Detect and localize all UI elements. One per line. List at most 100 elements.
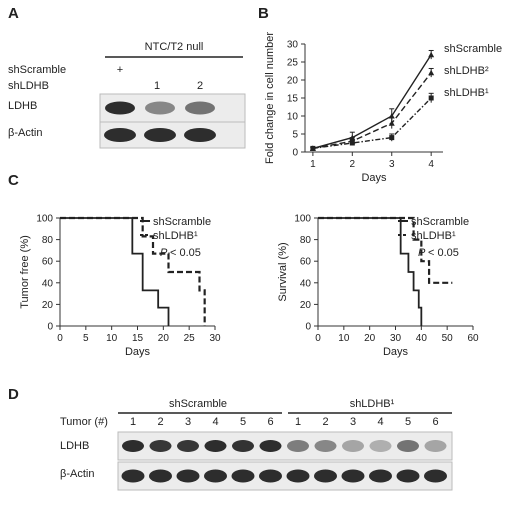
panel-d-actin-band-1: [121, 469, 145, 483]
panel-d-ldhb-band-7: [287, 440, 309, 452]
panel-d-blot-actin-bands: [121, 469, 447, 483]
chart-c1-x-tick-label: 25: [184, 333, 196, 344]
panel-a-blot-label-ldhb: LDHB: [8, 100, 37, 112]
panel-a: A NTC/T2 null shScramble shLDHB + 1 2 LD…: [8, 5, 246, 149]
panel-d-lane-number-1-3: 3: [185, 416, 191, 428]
panel-a-ldhb-band-1: [105, 101, 135, 115]
panel-d-letter: D: [8, 386, 19, 403]
panel-d-ldhb-band-1: [122, 440, 144, 452]
panel-a-row-label-scramble: shScramble: [8, 64, 66, 76]
chart-c2-y-tick-label: 100: [294, 214, 311, 225]
panel-d-ldhb-band-8: [314, 440, 337, 452]
panel-d-group-scramble: shScramble: [169, 398, 227, 410]
chart-c2-y-tick-label: 0: [305, 322, 311, 333]
panel-d-actin-band-12: [424, 469, 447, 483]
chart-b-point: [428, 51, 435, 58]
panel-d-ldhb-band-10: [369, 440, 392, 452]
chart-b-point: [428, 69, 435, 76]
panel-d-lane-number-1-6: 6: [267, 416, 273, 428]
panel-d-row-label: Tumor (#): [60, 416, 108, 428]
chart-b-point: [388, 120, 395, 126]
panel-d-lane-number-1-2: 2: [157, 416, 163, 428]
chart-c2-x-tick-label: 50: [442, 333, 454, 344]
chart-c2-x-tick-label: 20: [364, 333, 376, 344]
chart-c1-y-tick-label: 80: [42, 235, 54, 246]
chart-c1-x-label: Days: [125, 346, 151, 358]
chart-c2-y-tick-label: 80: [300, 235, 312, 246]
panel-d-lane-number-2-2: 2: [322, 416, 328, 428]
panel-d-actin-band-8: [314, 469, 337, 483]
chart-c1-legend-label-1: shScramble: [153, 216, 211, 228]
panel-a-actin-band-2: [144, 128, 176, 142]
panel-d-lane-number-2-3: 3: [350, 416, 356, 428]
chart-c1-y-tick-label: 60: [42, 257, 54, 268]
panel-c-letter: C: [8, 172, 19, 189]
panel-a-blot-actin-bands: [104, 128, 216, 142]
chart-b-point: [310, 145, 316, 151]
chart-b-series-label-1: shScramble: [444, 43, 502, 55]
panel-d-actin-band-9: [341, 469, 365, 483]
chart-c2-series-line-1: [318, 217, 423, 326]
panel-d-blot-ldhb-membrane: [117, 431, 453, 461]
panel-a-ldhb-band-2: [145, 101, 175, 115]
chart-c1-series-line-1: [60, 217, 170, 326]
chart-c2-x-tick-label: 30: [390, 333, 402, 344]
chart-c2-y-label: Survival (%): [277, 242, 289, 301]
chart-c1-x-tick-label: 20: [158, 333, 170, 344]
chart-c-survival: 0 10 20 30 40 50 60 0 20 40 60 80 100 Days Survival (%…: [277, 214, 479, 359]
panel-a-row-label-ldhb: shLDHB: [8, 80, 49, 92]
panel-d-ldhb-band-3: [177, 440, 199, 452]
panel-d-lane-numbers: 1 2 3 4 5 6 1 2 3 4 5 6: [130, 416, 439, 428]
chart-c2-y-tick-label: 60: [300, 257, 312, 268]
chart-b-point: [388, 113, 395, 119]
panel-d-ldhb-band-9: [342, 440, 364, 452]
panel-d-lane-number-2-5: 5: [405, 416, 411, 428]
panel-d-lane-number-1-4: 4: [212, 416, 218, 428]
chart-c1-x-tick-label: 30: [209, 333, 221, 344]
panel-d-ldhb-band-4: [204, 440, 227, 452]
chart-c2-x-tick-label: 10: [338, 333, 350, 344]
chart-b-y-tick-label: 25: [287, 58, 299, 69]
chart-c1-p-value: P < 0.05: [160, 247, 201, 259]
chart-c1-y-tick-label: 0: [47, 322, 53, 333]
panel-a-actin-band-3: [184, 128, 216, 142]
chart-b-series-line-1: [312, 54, 432, 150]
chart-c2-x-label: Days: [383, 346, 409, 358]
panel-d-group-ldhb: shLDHB¹: [350, 398, 395, 410]
panel-b: B 1 2 3 4 0 5 10 15 20 25 30 Days Fold change in cel…: [258, 5, 502, 184]
chart-c1-x-tick-label: 5: [83, 333, 89, 344]
chart-c1-y-tick-label: 20: [42, 300, 54, 311]
chart-b-x-tick-label: 1: [310, 159, 316, 170]
chart-b-y-label: Fold change in cell number: [264, 32, 276, 164]
chart-c1-series-line-2: [60, 216, 206, 326]
chart-c1-y-tick-label: 100: [36, 214, 53, 225]
chart-c2-legend-label-1: shScramble: [411, 216, 469, 228]
chart-b-point: [389, 135, 395, 141]
chart-b-series-line-3: [312, 97, 432, 150]
chart-b-point: [428, 95, 434, 101]
panel-d: D shScramble shLDHB¹ Tumor (#) 1 2 3 4 5 6 1 2 3…: [8, 386, 453, 491]
panel-d-ldhb-band-5: [232, 440, 254, 452]
panel-a-blot-ldhb-bands: [105, 101, 215, 115]
panel-d-actin-band-7: [286, 469, 310, 483]
chart-c2-x-tick-label: 0: [315, 333, 321, 344]
chart-b-x-tick-label: 4: [428, 159, 434, 170]
chart-c2-x-tick-label: 60: [467, 333, 479, 344]
panel-a-letter: A: [8, 5, 19, 22]
panel-d-ldhb-band-12: [424, 440, 447, 452]
chart-b-y-tick-label: 10: [287, 112, 299, 123]
panel-d-blot-label-actin: β-Actin: [60, 468, 94, 480]
panel-d-blot-ldhb-bands: [122, 440, 447, 452]
chart-b-y-tick-label: 30: [287, 40, 299, 51]
chart-c1-x-tick-label: 10: [106, 333, 118, 344]
panel-d-actin-band-5: [231, 469, 255, 483]
chart-c1-x-tick-label: 0: [57, 333, 63, 344]
panel-d-ldhb-band-2: [149, 440, 172, 452]
chart-b-y-tick-label: 20: [287, 76, 299, 87]
chart-c2-y-tick-label: 20: [300, 300, 312, 311]
chart-c1-y-label: Tumor free (%): [19, 235, 31, 309]
panel-d-actin-band-3: [176, 469, 200, 483]
panel-a-actin-band-1: [104, 128, 136, 142]
chart-b-series-label-2: shLDHB²: [444, 65, 489, 77]
